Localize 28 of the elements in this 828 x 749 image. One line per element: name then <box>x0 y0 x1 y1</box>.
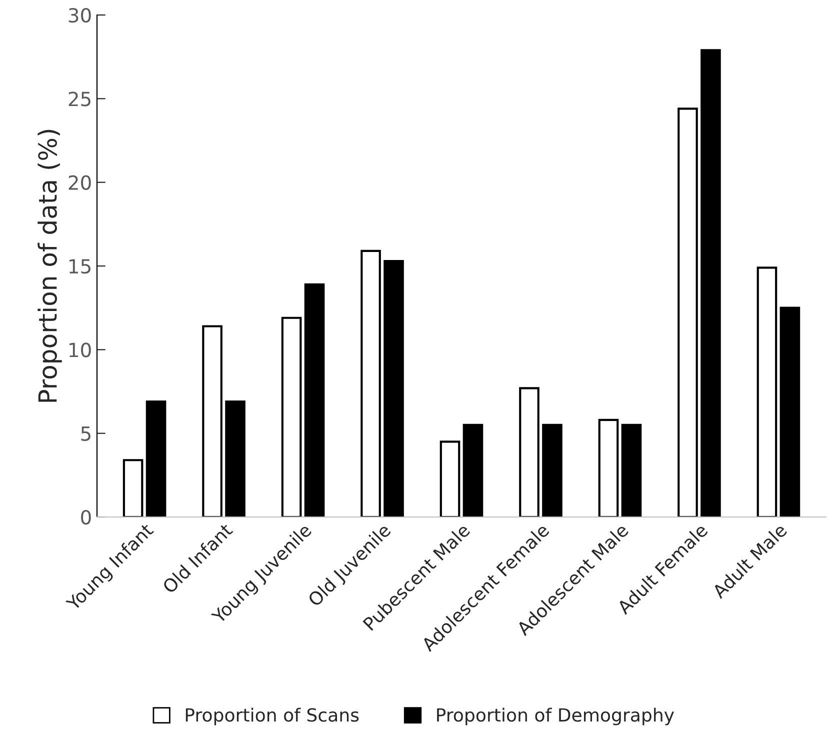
bar <box>780 306 800 517</box>
y-tick-label: 5 <box>81 426 90 441</box>
y-axis-title: Proportion of data (%) <box>38 130 62 402</box>
y-tick-label: 30 <box>68 8 91 23</box>
bar <box>542 424 562 517</box>
y-tick-label: 20 <box>68 175 91 190</box>
bar <box>384 260 404 517</box>
y-tick-label: 10 <box>70 342 91 358</box>
bar <box>440 440 460 517</box>
bar <box>519 387 540 517</box>
bar <box>756 266 778 517</box>
legend-label: Proportion of Scans <box>186 708 359 726</box>
bar <box>462 424 484 517</box>
bar <box>146 400 166 517</box>
bar <box>225 400 246 517</box>
legend-label: Proportion of Demography <box>437 708 674 726</box>
bar <box>678 108 698 517</box>
bar <box>281 316 302 517</box>
bar <box>122 459 144 517</box>
y-tick-label: 0 <box>81 510 91 525</box>
y-tick-label: 25 <box>68 92 90 106</box>
y-tick-label: 15 <box>70 259 90 274</box>
bar <box>700 49 721 517</box>
bar <box>621 424 642 517</box>
bar <box>304 283 325 517</box>
bar <box>360 250 381 517</box>
bar <box>202 325 222 517</box>
bar <box>598 418 619 517</box>
